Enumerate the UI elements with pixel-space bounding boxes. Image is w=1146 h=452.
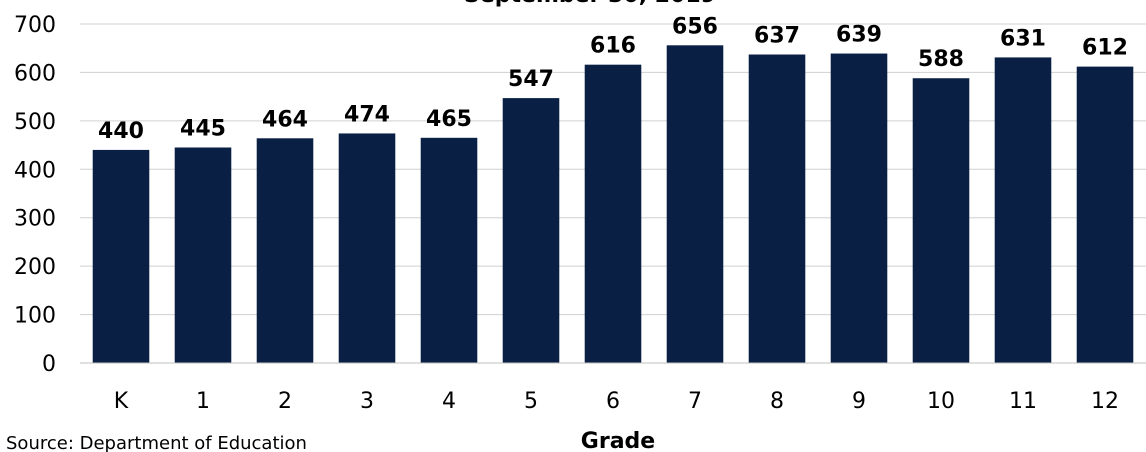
x-tick-label-11: 11	[1009, 389, 1037, 414]
y-tick-label: 300	[14, 207, 56, 232]
data-label-3: 474	[344, 102, 390, 127]
y-tick-label: 600	[14, 61, 56, 86]
data-label-10: 588	[918, 47, 964, 72]
data-label-4: 465	[426, 107, 472, 132]
data-label-8: 637	[754, 24, 800, 49]
bar-K	[92, 149, 150, 363]
bar-10	[912, 78, 970, 364]
data-label-6: 616	[590, 34, 636, 59]
y-tick-label: 100	[14, 304, 56, 329]
x-tick-label-5: 5	[524, 389, 538, 414]
bar-3	[338, 133, 396, 363]
data-label-11: 631	[1000, 26, 1046, 51]
source-note: Source: Department of Education	[6, 433, 307, 452]
data-label-9: 639	[836, 23, 882, 48]
data-label-1: 445	[180, 116, 226, 141]
x-tick-label-3: 3	[360, 389, 374, 414]
x-axis-label: Grade	[581, 429, 655, 452]
data-label-5: 547	[508, 67, 554, 92]
bar-11	[994, 57, 1052, 364]
y-tick-label: 0	[42, 352, 56, 377]
bar-5	[502, 98, 560, 364]
bar-8	[748, 54, 806, 363]
x-tick-label-9: 9	[852, 389, 866, 414]
data-labels: 440 445 464 474 465 547 616 656 637 639 588 631 612	[98, 14, 1128, 144]
bar-9	[830, 53, 888, 363]
x-tick-label-12: 12	[1091, 389, 1119, 414]
y-tick-label: 500	[14, 110, 56, 135]
x-tick-label-7: 7	[688, 389, 702, 414]
x-tick-label-6: 6	[606, 389, 620, 414]
data-label-12: 612	[1082, 36, 1128, 61]
x-tick-label-10: 10	[927, 389, 955, 414]
x-tick-label-8: 8	[770, 389, 784, 414]
x-tick-label-1: 1	[196, 389, 210, 414]
y-axis-ticks: 0 100 200 300 400 500 600 700	[14, 13, 56, 377]
data-label-K: 440	[98, 119, 144, 144]
bars	[92, 45, 1134, 364]
bar-6	[584, 64, 642, 364]
x-tick-label-2: 2	[278, 389, 292, 414]
y-tick-label: 700	[14, 13, 56, 38]
x-axis-ticks: K 1 2 3 4 5 6 7 8 9 10 11 12	[114, 389, 1119, 414]
y-tick-label: 200	[14, 255, 56, 280]
bar-12	[1076, 66, 1134, 364]
bar-1	[174, 147, 232, 363]
bar-4	[420, 137, 478, 363]
x-tick-label-4: 4	[442, 389, 456, 414]
x-tick-label-K: K	[114, 389, 129, 414]
bar-7	[666, 45, 724, 364]
bar-2	[256, 138, 314, 363]
data-label-7: 656	[672, 14, 718, 39]
y-tick-label: 400	[14, 158, 56, 183]
data-label-2: 464	[262, 107, 308, 132]
chart-title: September 30, 2019	[464, 0, 716, 8]
